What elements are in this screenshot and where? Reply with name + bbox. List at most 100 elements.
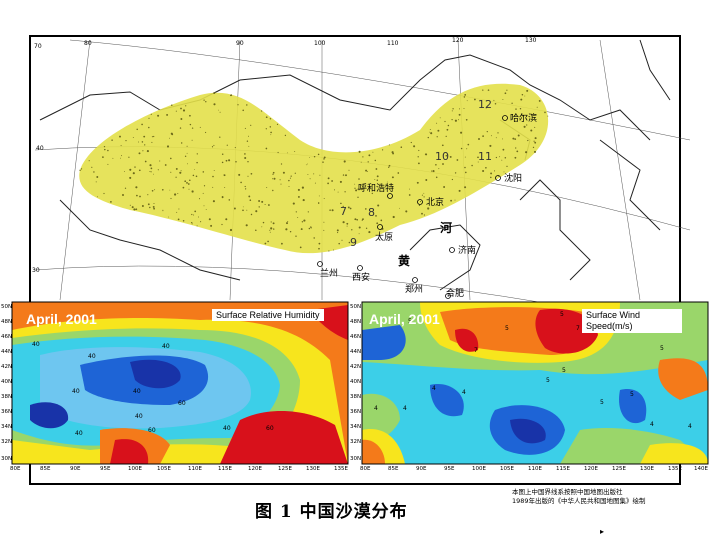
stipple-dot — [494, 102, 497, 105]
stipple-dot — [357, 196, 359, 198]
stipple-dot — [487, 89, 490, 91]
contour-label: 40 — [135, 413, 143, 420]
stipple-dot — [534, 141, 537, 144]
stipple-dot — [465, 118, 468, 121]
stipple-dot — [212, 186, 214, 188]
city-label: 北京 — [426, 196, 444, 208]
city-label: 济南 — [458, 244, 476, 256]
stipple-dot — [317, 153, 320, 156]
stipple-dot — [318, 242, 321, 245]
stipple-dot — [499, 156, 501, 158]
lon-tick: 90E — [70, 466, 81, 472]
stipple-dot — [202, 192, 204, 194]
stipple-dot — [248, 195, 251, 198]
stipple-dot — [266, 187, 268, 188]
stipple-dot — [391, 151, 394, 154]
stipple-dot — [464, 156, 466, 158]
lon-tick: 110E — [188, 466, 202, 472]
stipple-dot — [534, 126, 536, 128]
contour-label: 40 — [162, 343, 170, 350]
stipple-dot — [351, 229, 353, 231]
stipple-dot — [286, 222, 288, 225]
stipple-dot — [445, 135, 447, 138]
city-labels: 哈尔滨 沈阳 北京 呼和浩特 太原 济南 西安 郑州 兰州 合肥 — [320, 112, 537, 299]
stipple-dot — [246, 104, 248, 106]
stipple-dot — [365, 227, 368, 229]
stipple-dot — [284, 134, 287, 137]
stipple-dot — [135, 208, 138, 211]
stipple-dot — [364, 208, 367, 210]
stipple-dot — [515, 147, 517, 149]
stipple-dot — [418, 149, 420, 152]
city-label: 呼和浩特 — [358, 182, 394, 194]
stipple-dot — [177, 193, 179, 194]
stipple-dot — [388, 144, 390, 146]
contour-label: 5 — [630, 391, 634, 398]
stipple-dot — [112, 157, 114, 159]
stipple-dot — [504, 92, 507, 95]
stipple-dot — [388, 164, 391, 167]
stipple-dot — [454, 199, 456, 201]
stipple-dot — [339, 180, 342, 183]
stipple-dot — [110, 201, 112, 203]
contour-label: 40 — [72, 388, 80, 395]
stipple-dot — [287, 152, 289, 154]
stipple-dot — [223, 174, 225, 176]
stipple-dot — [524, 95, 526, 97]
stipple-dot — [212, 175, 214, 178]
lon-tick: 140E — [694, 466, 708, 472]
stipple-dot — [392, 215, 395, 219]
stipple-dot — [265, 128, 267, 130]
stipple-dot — [417, 156, 419, 158]
stipple-dot — [423, 214, 425, 216]
stipple-dot — [169, 189, 171, 191]
stipple-dot — [244, 188, 247, 190]
stipple-dot — [429, 131, 430, 133]
stipple-dot — [136, 128, 138, 131]
wind-legend-line1: Surface Wind — [586, 310, 641, 320]
lat-tick: 40N — [350, 379, 361, 385]
stipple-dot — [405, 210, 408, 213]
city-label: 兰州 — [320, 267, 338, 279]
stipple-dot — [196, 161, 198, 164]
contour-label: 4 — [462, 389, 466, 396]
stipple-dot — [381, 149, 384, 151]
stipple-dot — [153, 173, 154, 175]
stipple-dot — [519, 107, 522, 110]
stipple-dot — [104, 148, 106, 151]
stipple-dot — [538, 99, 541, 102]
stipple-dot — [244, 185, 246, 188]
stipple-dot — [427, 207, 430, 210]
stipple-dot — [149, 164, 152, 167]
stipple-dot — [299, 246, 302, 249]
stipple-dot — [166, 145, 170, 148]
stipple-dot — [270, 131, 272, 134]
lat-tick: 38N — [1, 394, 12, 400]
stipple-dot — [447, 124, 450, 127]
stipple-dot — [495, 137, 497, 139]
stipple-dot — [103, 145, 106, 148]
humidity-date-label: April, 2001 — [26, 311, 97, 327]
stipple-dot — [242, 206, 244, 208]
stipple-dot — [273, 228, 275, 230]
stipple-dot — [244, 153, 246, 155]
stipple-dot — [237, 104, 239, 106]
stipple-dot — [132, 172, 135, 175]
stipple-dot — [490, 176, 492, 179]
stipple-dot — [432, 170, 435, 173]
stipple-dot — [533, 140, 535, 142]
stipple-dot — [464, 166, 466, 169]
stipple-dot — [322, 161, 324, 163]
stipple-dot — [189, 179, 191, 181]
river-label: 河 — [439, 220, 452, 235]
stipple-dot — [198, 198, 201, 200]
stipple-dot — [471, 164, 473, 167]
stipple-dot — [211, 146, 214, 148]
stipple-dot — [533, 150, 537, 153]
stipple-dot — [267, 204, 270, 206]
stipple-dot — [224, 187, 226, 188]
lat-tick: 42N — [350, 364, 361, 370]
stipple-dot — [495, 156, 498, 159]
stipple-dot — [477, 156, 479, 159]
stipple-dot — [180, 118, 183, 120]
